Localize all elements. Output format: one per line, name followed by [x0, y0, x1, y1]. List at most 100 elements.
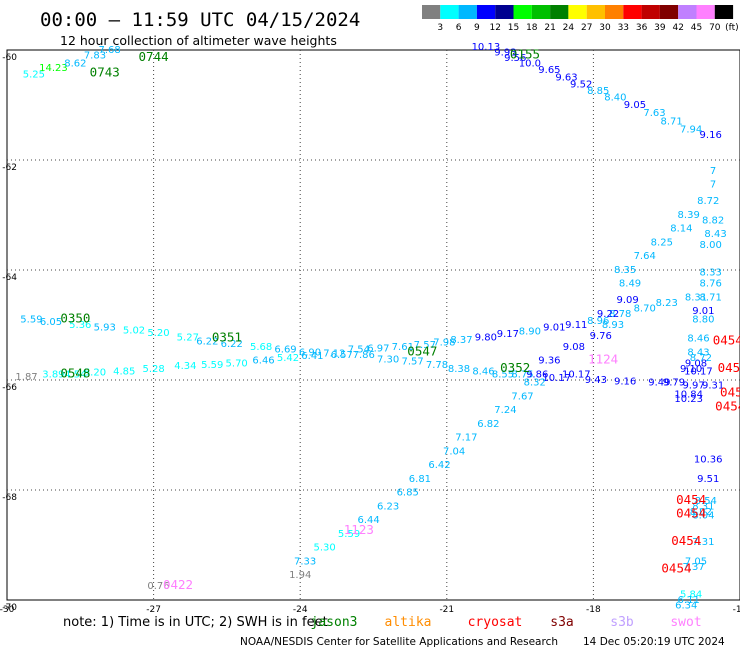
- legend-swatch: [678, 5, 697, 19]
- wave-height-label: 10.17: [684, 367, 713, 378]
- wave-height-label: 8.49: [619, 279, 641, 290]
- wave-height-label: 7.98: [433, 337, 455, 348]
- wave-height-label: 7.57: [401, 357, 423, 368]
- wave-height-label: 8.85: [587, 86, 609, 97]
- wave-height-label: 9.01: [692, 306, 714, 317]
- wave-height-label: 8.43: [687, 347, 709, 358]
- wave-height-label: 8.38: [448, 364, 470, 375]
- wave-height-label: 9.05: [624, 100, 646, 111]
- x-tick-label: -15: [733, 605, 740, 615]
- wave-height-label: 5.30: [314, 543, 336, 554]
- wave-height-label: 9.16: [700, 130, 722, 141]
- wave-height-label: 9.16: [614, 376, 636, 387]
- legend-swatch: [659, 5, 679, 19]
- wave-height-label: 6.22: [221, 339, 243, 350]
- chart-title: 00:00 – 11:59 UTC 04/15/2024: [40, 9, 360, 31]
- plot-frame: [6, 49, 740, 601]
- wave-height-label: 6.46: [252, 356, 274, 367]
- chart-subtitle: 12 hour collection of altimeter wave hei…: [60, 33, 337, 48]
- wave-height-label: 6.42: [428, 460, 450, 471]
- wave-height-label: 7.78: [426, 360, 448, 371]
- legend-tick-label: 24: [563, 23, 575, 33]
- wave-height-label: 8.55: [492, 369, 514, 380]
- wave-height-label: 4.54: [64, 369, 86, 380]
- pass-time-label: 0454: [676, 492, 706, 507]
- wave-height-label: 9.97: [682, 380, 704, 391]
- wave-height-label: 8.33: [700, 268, 722, 279]
- wave-height-label: 8.43: [704, 229, 726, 240]
- y-tick-label: -70: [2, 603, 17, 613]
- legend-swatch: [550, 5, 569, 19]
- wave-height-label: 9.08: [563, 342, 585, 353]
- wave-height-label: 8.04: [692, 511, 714, 522]
- legend-swatch: [586, 5, 605, 19]
- wave-height-label: 5.42: [277, 353, 299, 364]
- wave-height-label: 5.59: [201, 360, 223, 371]
- wave-height-label: 7.54: [348, 345, 370, 356]
- wave-height-label: 6.81: [409, 474, 431, 485]
- legend-swatch: [513, 5, 532, 19]
- wave-height-label: 8.71: [700, 292, 722, 303]
- wave-height-label: 9.49: [648, 378, 670, 389]
- pass-time-label: 0454: [676, 506, 706, 521]
- legend-tick-label: 30: [599, 23, 611, 33]
- wave-height-label: 10.13: [472, 42, 501, 53]
- wave-height-label: 7.24: [494, 405, 516, 416]
- wave-height-label: 8.31: [692, 501, 714, 512]
- wave-height-label: 8.72: [697, 196, 719, 207]
- wave-height-label: 4.34: [174, 361, 196, 372]
- wave-height-label: 8.75: [511, 369, 533, 380]
- wave-height-label: 7.05: [685, 556, 707, 567]
- legend-tick-label: 45: [691, 23, 702, 33]
- wave-height-label: 8.70: [634, 303, 656, 314]
- credit-text: NOAA/NESDIS Center for Satellite Applica…: [240, 636, 558, 648]
- y-tick-label: -60: [2, 53, 17, 63]
- pass-time-label: 0547: [407, 343, 437, 358]
- pass-time-label: 1123: [344, 522, 374, 537]
- wave-height-label: 8.78: [609, 309, 631, 320]
- legend-swatch: [531, 5, 551, 19]
- legend-tick-label: 39: [654, 23, 666, 33]
- wave-height-label: 5.59: [20, 314, 42, 325]
- wave-height-label: 7.61: [392, 342, 414, 353]
- satellite-label: jason3: [311, 615, 358, 630]
- wave-height-label: 9.31: [702, 380, 724, 391]
- legend-tick-label: 18: [526, 23, 538, 33]
- legend-tick-label: 36: [636, 23, 648, 33]
- wave-height-label: 5.28: [142, 364, 164, 375]
- wave-height-label: 8.00: [700, 240, 722, 251]
- wave-height-label: 9.11: [565, 320, 587, 331]
- wave-height-label: 9.08: [685, 358, 707, 369]
- pass-time-label: 0422: [163, 577, 193, 592]
- legend-tick-label: 9: [474, 23, 480, 33]
- pass-time-label: 0454: [661, 561, 691, 576]
- legend-tick-label: 42: [672, 23, 683, 33]
- wave-height-label: 5.59: [338, 529, 360, 540]
- wave-height-label: 6.57: [331, 350, 353, 361]
- wave-height-label: 5.36: [69, 320, 91, 331]
- wave-height-label: 8.82: [702, 215, 724, 226]
- legend-swatch: [422, 5, 441, 19]
- pass-time-label: 0352: [500, 360, 530, 375]
- wave-height-label: 7: [710, 166, 716, 177]
- wave-height-label: 7.83: [84, 50, 106, 61]
- color-legend: 3 6 9 12 15 18 21 24 27 30 33 36 39 42 45 70 (ft): [422, 5, 739, 33]
- wave-height-label: 7.67: [511, 391, 533, 402]
- wave-height-label: 8.80: [692, 314, 714, 325]
- x-tick-label: -18: [586, 605, 601, 615]
- wave-height-label: 9.93: [494, 48, 516, 59]
- x-tick-label: -24: [293, 605, 308, 615]
- pass-time-label: 0454: [671, 533, 701, 548]
- legend-swatch: [495, 5, 514, 19]
- x-tick-label: -30: [0, 605, 15, 615]
- wave-height-label: 6.85: [397, 488, 419, 499]
- wave-height-label: 6.34: [675, 600, 697, 611]
- wave-height-label: 5.25: [23, 70, 45, 81]
- wave-height-label: 10.36: [694, 455, 723, 466]
- wave-height-label: 3.89: [42, 369, 64, 380]
- wave-height-label: 14.23: [39, 63, 68, 74]
- wave-height-label: 8.37: [450, 335, 472, 346]
- wave-height-label: 9.80: [475, 332, 497, 343]
- legend-unit: (ft): [725, 23, 739, 33]
- legend-tick-label: 12: [489, 23, 500, 33]
